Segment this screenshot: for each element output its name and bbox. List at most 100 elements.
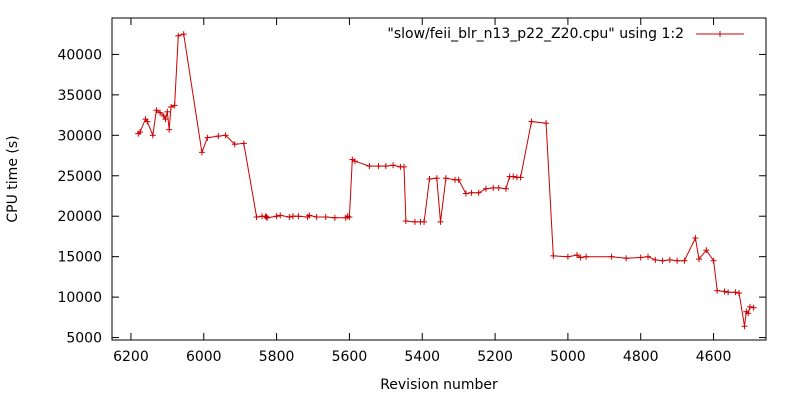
legend-label: "slow/feii_blr_n13_p22_Z20.cpu" using 1:… bbox=[387, 26, 684, 42]
y-axis: 5000 10000 15000 20000 25000 30000 35000 40000 bbox=[57, 47, 766, 347]
data-point bbox=[382, 163, 389, 170]
y-tick-label: 35000 bbox=[57, 88, 102, 104]
data-point bbox=[231, 141, 238, 148]
data-point bbox=[263, 214, 270, 221]
data-point bbox=[490, 184, 497, 191]
data-point bbox=[160, 112, 167, 119]
data-point bbox=[681, 257, 688, 264]
x-tick-label: 4800 bbox=[623, 349, 659, 365]
data-point bbox=[411, 218, 418, 225]
legend-marker bbox=[717, 31, 723, 37]
data-point bbox=[550, 252, 557, 259]
data-point bbox=[198, 149, 205, 156]
data-point bbox=[645, 253, 652, 260]
data-point bbox=[714, 287, 721, 294]
data-point bbox=[153, 107, 160, 114]
data-point bbox=[495, 184, 502, 191]
legend: "slow/feii_blr_n13_p22_Z20.cpu" using 1:… bbox=[387, 26, 744, 42]
data-point bbox=[366, 163, 373, 170]
data-point bbox=[745, 310, 752, 317]
data-point bbox=[695, 256, 702, 263]
data-point bbox=[674, 257, 681, 264]
data-point bbox=[433, 175, 440, 182]
plot-frame bbox=[111, 17, 767, 341]
data-point bbox=[240, 140, 247, 147]
data-point bbox=[222, 132, 229, 139]
data-point bbox=[277, 212, 284, 219]
data-point bbox=[306, 212, 313, 219]
data-point bbox=[390, 162, 397, 169]
x-tick-label: 4600 bbox=[696, 349, 732, 365]
data-point bbox=[482, 185, 489, 192]
data-point bbox=[289, 213, 296, 220]
x-tick-label: 5800 bbox=[259, 349, 295, 365]
data-point bbox=[215, 133, 222, 140]
data-point bbox=[659, 257, 666, 264]
data-point bbox=[750, 304, 757, 311]
data-point bbox=[426, 176, 433, 182]
data-point bbox=[171, 102, 178, 109]
data-point bbox=[574, 252, 581, 259]
data-point bbox=[180, 31, 187, 38]
x-tick-label: 5400 bbox=[404, 349, 440, 365]
data-point bbox=[375, 163, 382, 170]
data-point bbox=[721, 288, 728, 295]
data-point bbox=[462, 190, 469, 197]
data-point bbox=[322, 214, 329, 221]
data-point bbox=[204, 134, 211, 141]
data-point bbox=[286, 214, 293, 221]
x-axis: 6200 6000 5800 5600 5400 5200 5000 4800 4600 bbox=[113, 18, 731, 365]
data-point bbox=[455, 176, 462, 183]
data-point bbox=[264, 214, 271, 221]
data-point bbox=[736, 290, 743, 297]
data-point bbox=[543, 120, 550, 127]
data-point bbox=[273, 213, 280, 220]
x-axis-title: Revision number bbox=[380, 377, 498, 393]
y-tick-label: 25000 bbox=[57, 169, 102, 185]
data-point bbox=[162, 116, 169, 123]
data-point bbox=[746, 303, 753, 310]
data-point bbox=[137, 129, 144, 136]
x-tick-label: 6000 bbox=[186, 349, 222, 365]
data-point bbox=[503, 185, 510, 192]
y-axis-title: CPU time (s) bbox=[5, 135, 21, 222]
y-tick-label: 10000 bbox=[57, 290, 102, 306]
data-point bbox=[149, 132, 156, 139]
data-point bbox=[652, 256, 659, 263]
y-tick-label: 20000 bbox=[57, 209, 102, 225]
data-point bbox=[608, 253, 615, 260]
data-point bbox=[313, 214, 320, 221]
data-point bbox=[710, 257, 717, 264]
data-point bbox=[732, 289, 739, 296]
data-point bbox=[421, 218, 428, 225]
x-tick-label: 5000 bbox=[550, 349, 586, 365]
data-point bbox=[703, 247, 710, 254]
data-point bbox=[331, 214, 338, 221]
data-point bbox=[623, 255, 630, 262]
data-point bbox=[583, 253, 590, 260]
data-point bbox=[166, 126, 173, 133]
y-tick-label: 15000 bbox=[57, 250, 102, 266]
data-point bbox=[253, 214, 260, 221]
data-point bbox=[164, 108, 171, 115]
data-point bbox=[351, 158, 358, 165]
x-tick-label: 5600 bbox=[332, 349, 368, 365]
x-tick-label: 5200 bbox=[477, 349, 513, 365]
data-point bbox=[402, 218, 409, 225]
data-point bbox=[144, 118, 151, 125]
data-point bbox=[725, 289, 732, 296]
data-point bbox=[437, 218, 444, 225]
data-point bbox=[157, 109, 164, 116]
data-point bbox=[442, 175, 449, 182]
data-point bbox=[167, 103, 174, 110]
data-point bbox=[468, 189, 475, 196]
data-point bbox=[564, 253, 571, 260]
data-point bbox=[741, 323, 748, 330]
data-point bbox=[517, 174, 524, 181]
data-point bbox=[295, 213, 302, 220]
data-point bbox=[666, 256, 673, 263]
series-layer bbox=[135, 31, 757, 330]
y-tick-label: 30000 bbox=[57, 128, 102, 144]
data-point bbox=[510, 173, 517, 180]
